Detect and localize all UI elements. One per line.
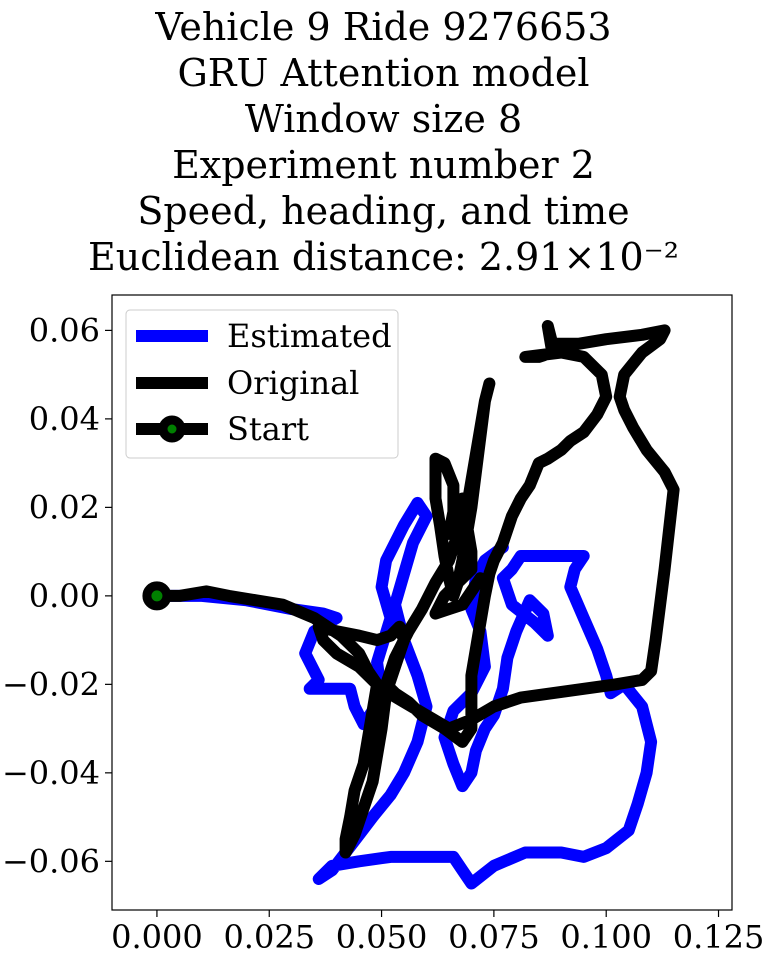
title-line: Vehicle 9 Ride 9276653	[155, 5, 612, 49]
x-tick-label: 0.125	[673, 918, 765, 956]
series-original	[150, 320, 680, 859]
y-tick-label: 0.02	[29, 488, 100, 526]
title-line: GRU Attention model	[177, 51, 590, 95]
title-line: Euclidean distance: 2.91×10⁻²	[88, 235, 679, 279]
legend-start-marker	[158, 415, 186, 443]
legend-label: Original	[227, 364, 359, 402]
x-tick-label: 0.025	[223, 918, 315, 956]
series-estimated	[150, 496, 658, 890]
legend: Estimated Original Start	[125, 309, 399, 459]
x-tick-label: 0.050	[336, 918, 428, 956]
y-tick-label: −0.02	[2, 665, 100, 703]
chart-title: Vehicle 9 Ride 9276653 GRU Attention mode…	[0, 4, 767, 280]
start-marker	[142, 581, 172, 611]
title-line: Experiment number 2	[172, 143, 595, 187]
legend-box	[125, 309, 399, 459]
legend-label: Start	[227, 410, 309, 448]
y-axis: −0.06 −0.04 −0.02 0.00 0.02 0.04 0.06	[2, 311, 112, 880]
legend-label: Estimated	[227, 317, 392, 355]
x-tick-label: 0.100	[560, 918, 652, 956]
x-axis: 0.000 0.025 0.050 0.075 0.100 0.125	[111, 910, 764, 956]
y-tick-label: 0.06	[29, 311, 100, 349]
x-tick-label: 0.075	[448, 918, 540, 956]
y-tick-label: −0.06	[2, 842, 100, 880]
title-line: Speed, heading, and time	[137, 189, 630, 233]
y-tick-label: 0.04	[29, 400, 100, 438]
y-tick-label: 0.00	[29, 577, 100, 615]
series-layer	[150, 320, 680, 890]
title-line: Window size 8	[244, 97, 523, 141]
x-tick-label: 0.000	[111, 918, 203, 956]
y-tick-label: −0.04	[2, 754, 100, 792]
plot-area	[111, 294, 733, 911]
start-marker-layer	[142, 581, 172, 611]
